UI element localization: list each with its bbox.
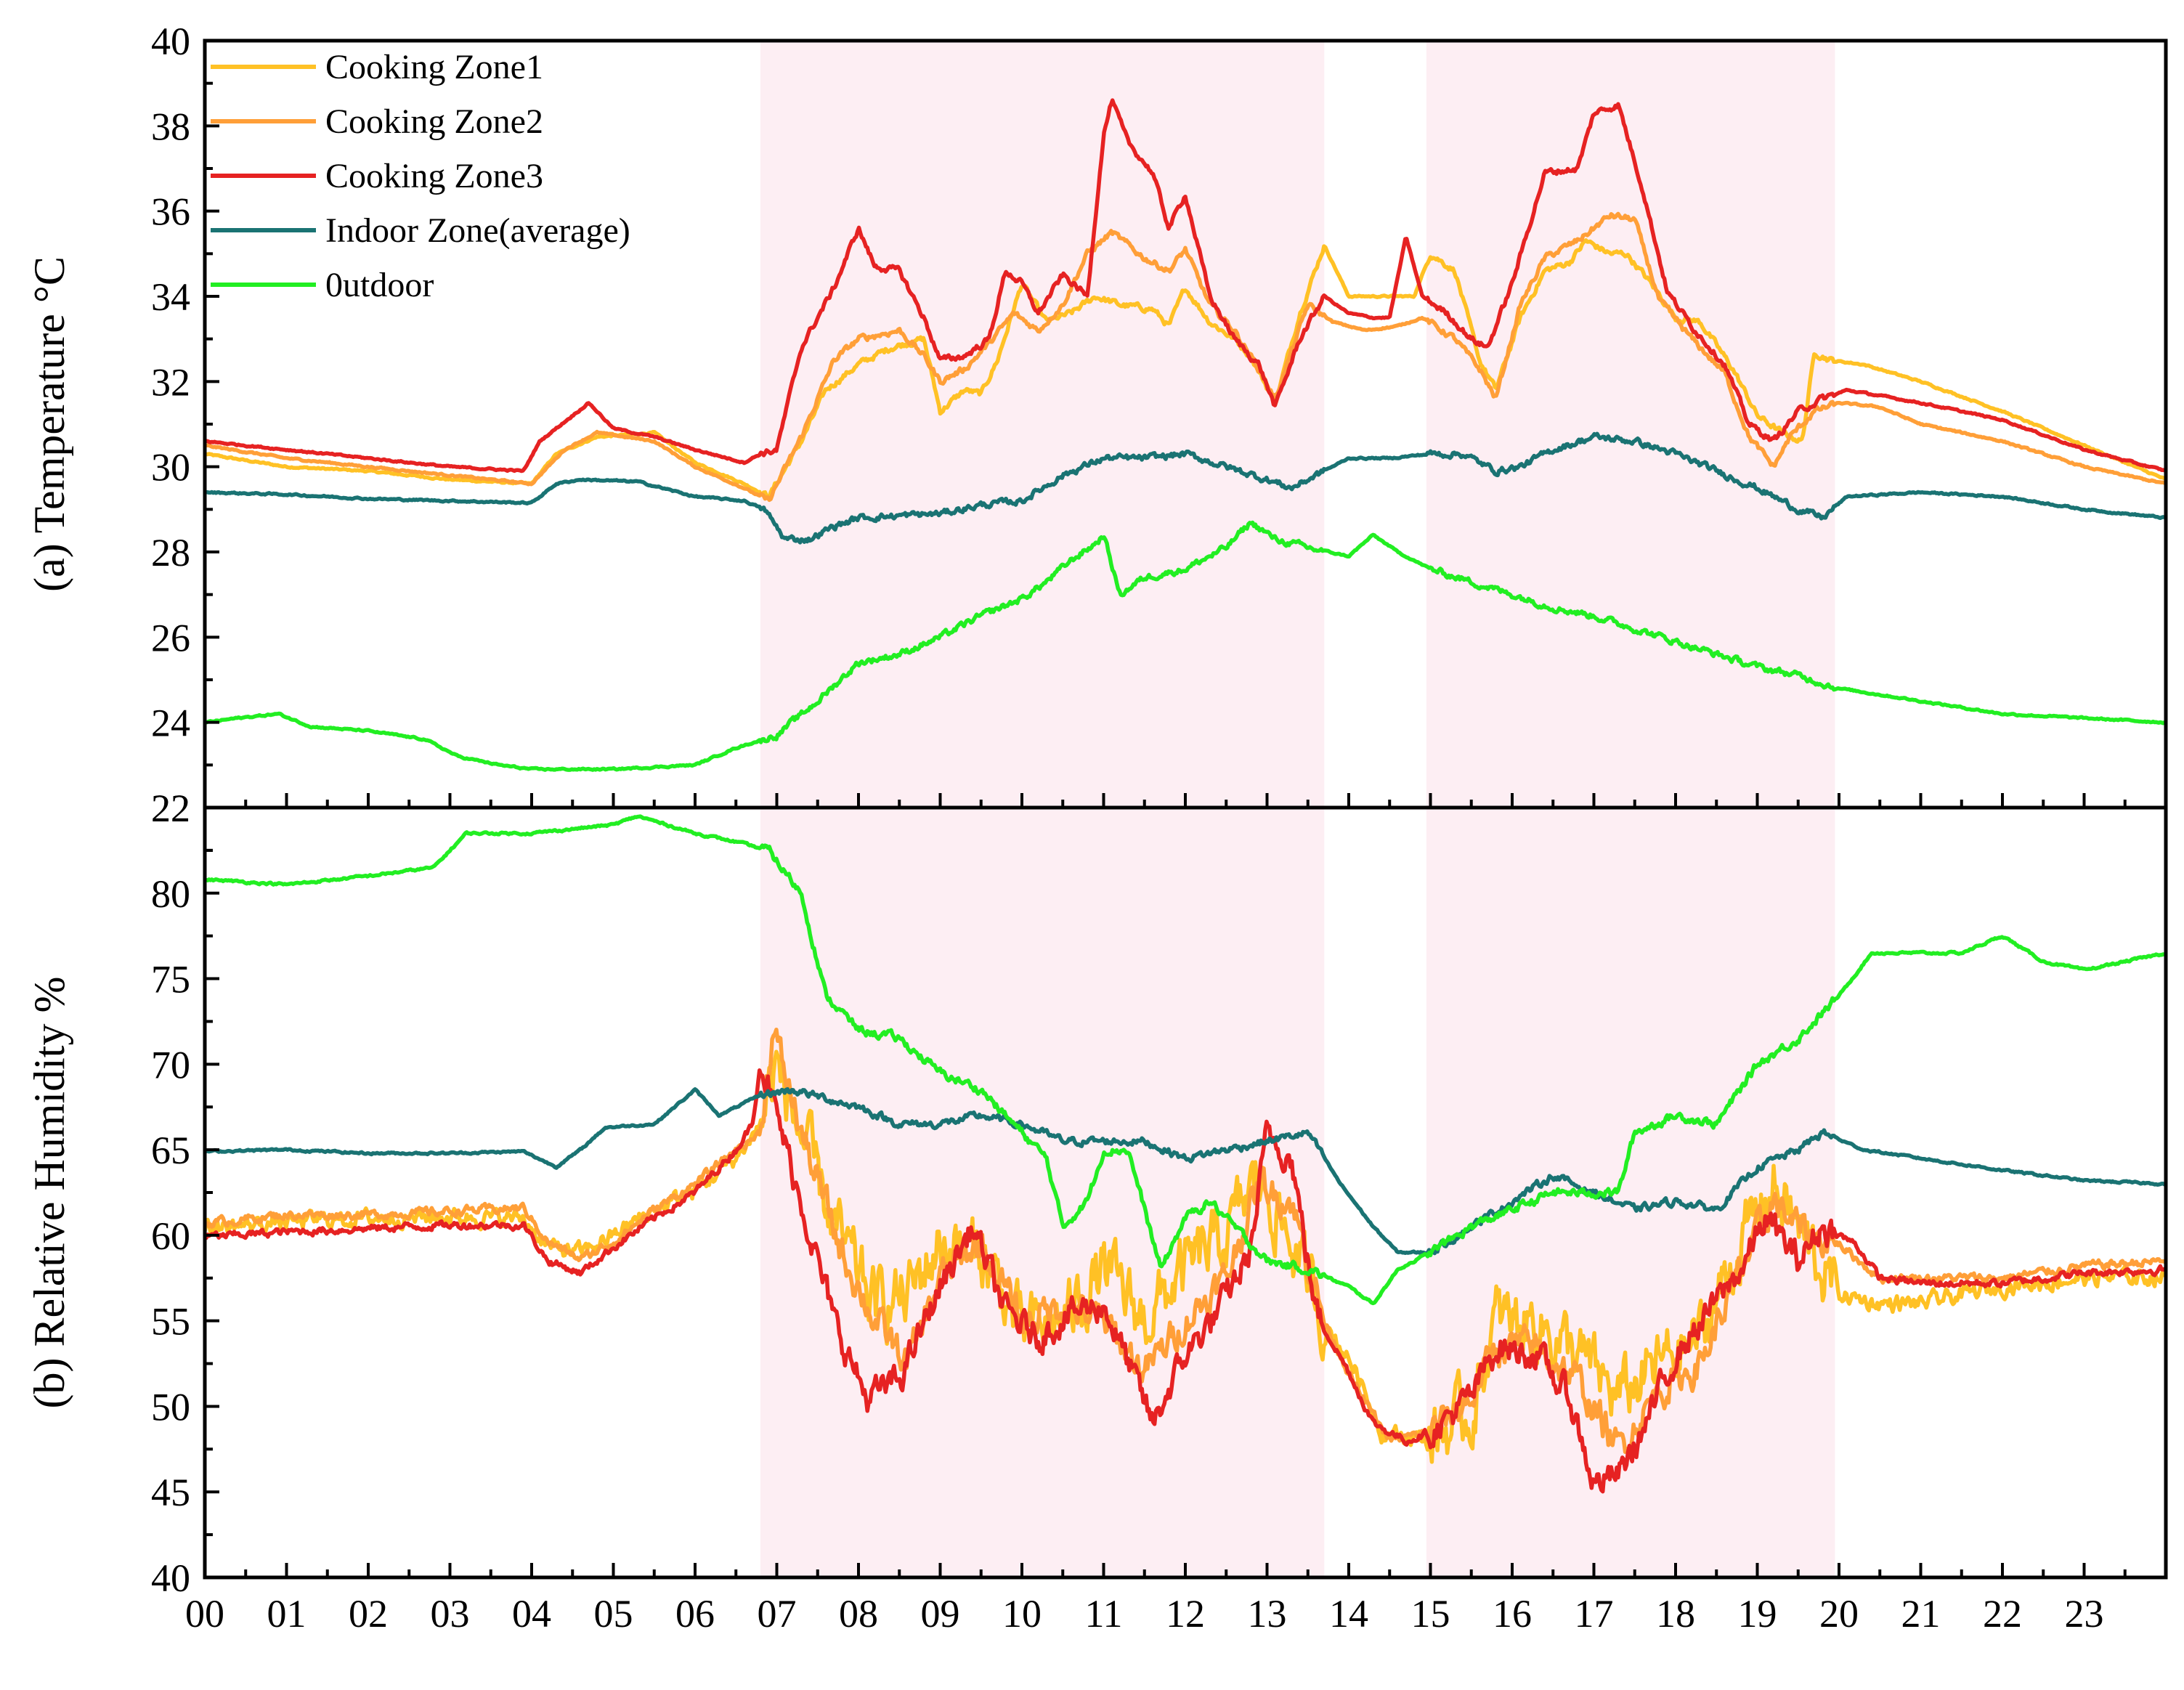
y-tick-label: 70	[151, 1043, 190, 1086]
series-line-humidity-cooking-zone3	[203, 1068, 2168, 1494]
x-tick-label: 13	[1248, 1592, 1287, 1636]
y-tick-label-top: 22	[151, 787, 190, 830]
x-tick-label: 01	[267, 1592, 307, 1636]
y-tick-label: 50	[151, 1385, 190, 1429]
x-tick-label: 22	[1983, 1592, 2022, 1636]
x-tick-label: 04	[512, 1592, 551, 1636]
shaded-period-temperature-0	[760, 41, 1325, 808]
y-tick-label: 40	[151, 20, 190, 63]
x-tick-label: 11	[1085, 1592, 1123, 1636]
x-tick-label: 20	[1819, 1592, 1859, 1636]
x-tick-label: 15	[1411, 1592, 1450, 1636]
series-line-humidity-cooking-zone2	[203, 1027, 2168, 1458]
y-tick-label: 38	[151, 105, 190, 148]
x-tick-label: 19	[1738, 1592, 1777, 1636]
y-tick-label: 65	[151, 1129, 190, 1172]
y-tick-label: 40	[151, 1556, 190, 1600]
x-tick-label: 23	[2065, 1592, 2104, 1636]
x-tick-label: 21	[1901, 1592, 1941, 1636]
y-tick-label: 28	[151, 531, 190, 574]
legend-entry: Cooking Zone1	[325, 48, 543, 86]
x-tick-label: 10	[1002, 1592, 1042, 1636]
shaded-period-humidity-0	[760, 808, 1325, 1577]
series-line-temperature-cooking-zone3	[204, 98, 2167, 474]
y-tick-label: 30	[151, 446, 190, 489]
y-tick-label: 80	[151, 872, 190, 916]
x-tick-label: 07	[758, 1592, 797, 1636]
y-tick-label: 75	[151, 958, 190, 1002]
legend-entry: Indoor Zone(average)	[325, 211, 630, 250]
y-axis-title-temperature: (a) Temperature °C	[25, 256, 73, 592]
legend-entry: Cooking Zone3	[325, 157, 543, 195]
y-tick-label: 34	[151, 275, 190, 319]
series-line-temperature-0utdoor	[204, 520, 2167, 772]
x-tick-label: 03	[431, 1592, 470, 1636]
legend-entry: Cooking Zone2	[325, 102, 543, 141]
y-tick-label: 26	[151, 616, 190, 659]
y-tick-label: 55	[151, 1300, 190, 1344]
x-tick-label: 17	[1575, 1592, 1614, 1636]
y-tick-label: 32	[151, 360, 190, 404]
x-tick-label: 16	[1493, 1592, 1532, 1636]
y-tick-label: 36	[151, 190, 190, 234]
x-tick-label: 12	[1166, 1592, 1205, 1636]
x-tick-label: 14	[1329, 1592, 1368, 1636]
y-tick-label: 60	[151, 1214, 190, 1258]
x-tick-label: 05	[594, 1592, 633, 1636]
y-tick-label: 22	[151, 787, 190, 830]
y-tick-label: 24	[151, 702, 190, 745]
series-line-temperature-cooking-zone2	[204, 211, 2167, 503]
x-tick-label: 06	[675, 1592, 715, 1636]
series-line-humidity-indoor-zone-average-	[204, 1086, 2167, 1256]
series-line-humidity-0utdoor	[203, 814, 2167, 1306]
x-tick-label: 02	[349, 1592, 388, 1636]
x-tick-label: 08	[839, 1592, 878, 1636]
series-line-humidity-cooking-zone1	[203, 1049, 2167, 1464]
x-tick-label: 18	[1656, 1592, 1695, 1636]
legend-entry: 0utdoor	[325, 266, 434, 304]
series-line-temperature-indoor-zone-average-	[203, 431, 2167, 545]
y-tick-label: 45	[151, 1471, 190, 1514]
x-tick-label: 09	[921, 1592, 960, 1636]
y-axis-title-humidity: (b) Relative Humidity %	[25, 977, 73, 1409]
x-tick-label: 00	[185, 1592, 224, 1636]
